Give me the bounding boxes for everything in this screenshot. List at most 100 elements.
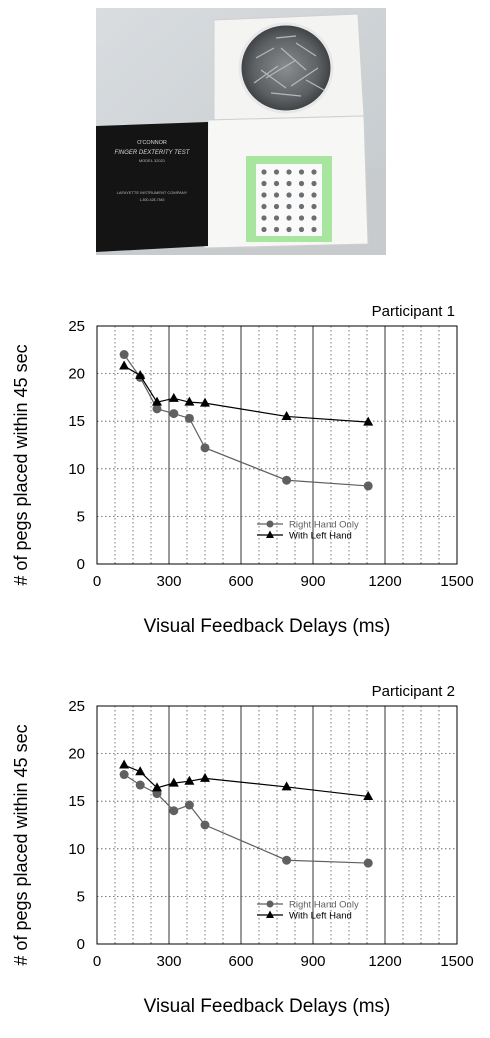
peg-hole [273, 226, 280, 233]
plot-frame [96, 325, 458, 565]
data-point-with-left-hand [135, 766, 146, 776]
y-tick-label: 25 [68, 698, 85, 715]
peg-hole [261, 203, 267, 210]
y-axis-label: # of pegs placed within 45 sec [11, 344, 31, 585]
data-point-with-left-hand [119, 759, 130, 769]
peg-hole [286, 215, 292, 221]
series-line-right-hand-only [123, 354, 369, 487]
data-point-with-left-hand [200, 772, 210, 782]
data-point-with-left-hand [184, 396, 195, 406]
box-model: MODEL 32021 [139, 158, 166, 163]
x-tick-label: 300 [156, 953, 181, 970]
series-line-right-hand-only [123, 774, 369, 864]
peg-hole [261, 226, 267, 233]
legend-label: Right Hand Only [289, 520, 359, 531]
x-tick-label: 900 [300, 953, 325, 970]
peg-hole [298, 192, 305, 198]
legend-marker-triangle [266, 530, 274, 538]
y-tick-label: 20 [68, 366, 85, 383]
x-tick-label: 1200 [368, 953, 401, 970]
chart-title: Participant 2 [372, 683, 455, 700]
data-point-right-hand-only [152, 404, 162, 414]
pegs [253, 35, 325, 97]
data-point-with-left-hand [152, 396, 162, 406]
x-tick-label: 0 [93, 573, 101, 590]
x-tick-label: 0 [93, 953, 101, 970]
y-tick-label: 20 [68, 746, 85, 763]
peg-hole [286, 226, 292, 233]
data-point-right-hand-only [119, 350, 129, 360]
data-point-right-hand-only [184, 413, 194, 423]
peg-hole [286, 203, 292, 210]
peg-hole [286, 180, 292, 187]
legend-marker-circle [266, 520, 274, 528]
data-point-with-left-hand [168, 777, 179, 787]
peg-hole [298, 203, 305, 210]
peg-hole [273, 169, 280, 175]
x-axis-label: Visual Feedback Delays (ms) [144, 996, 391, 1017]
x-tick-label: 1500 [440, 953, 473, 970]
data-point-right-hand-only [200, 443, 210, 453]
y-tick-label: 5 [77, 888, 85, 905]
peg-dish [238, 22, 334, 114]
x-tick-label: 600 [228, 953, 253, 970]
peg-hole [261, 215, 267, 221]
peg-hole [298, 169, 305, 175]
data-point-right-hand-only [363, 858, 373, 868]
chart-participant-1: 0 300 600 900 1200 1500 0 5 10 15 20 25 Participant … [11, 303, 474, 637]
instruction-box [96, 122, 208, 252]
x-tick-label: 1200 [368, 573, 401, 590]
peg-hole [273, 180, 280, 187]
y-tick-label: 10 [68, 461, 85, 478]
peg-hole [261, 169, 267, 175]
data-point-right-hand-only [184, 800, 194, 810]
peg-hole [298, 180, 305, 187]
data-point-right-hand-only [119, 770, 129, 780]
x-tick-label: 600 [228, 573, 253, 590]
data-point-with-left-hand [119, 360, 130, 370]
y-tick-label: 15 [68, 413, 85, 430]
legend-marker-circle [266, 900, 274, 908]
legend-marker-triangle [266, 910, 274, 918]
y-tick-label: 10 [68, 841, 85, 858]
box-title: O'CONNOR [137, 140, 167, 146]
box-maker: LAFAYETTE INSTRUMENT COMPANY [117, 190, 188, 195]
box-phone: 1-800-428-7545 [140, 198, 165, 202]
peg-hole [311, 215, 317, 221]
peg-hole [261, 180, 267, 187]
peg-hole [273, 203, 280, 210]
legend-label: With Left Hand [289, 531, 352, 542]
peg-hole [311, 192, 317, 198]
x-tick-label: 1500 [440, 573, 473, 590]
peg-hole [311, 203, 317, 210]
x-tick-label: 900 [300, 573, 325, 590]
peg-hole [273, 215, 280, 221]
data-point-with-left-hand [363, 416, 374, 426]
data-point-right-hand-only [135, 780, 145, 790]
peg-plate [256, 164, 322, 236]
data-point-with-left-hand [184, 775, 195, 785]
data-point-right-hand-only [169, 806, 179, 816]
data-point-right-hand-only [282, 855, 292, 865]
peg-hole [311, 226, 317, 233]
peg-hole [286, 192, 292, 198]
y-tick-label: 5 [77, 508, 85, 525]
peg-hole [298, 215, 305, 221]
chart-participant-2: 0 300 600 900 1200 1500 0 5 10 15 20 25 Participant … [11, 683, 474, 1017]
x-axis-label: Visual Feedback Delays (ms) [144, 616, 391, 637]
peg-hole [298, 226, 305, 233]
data-point-with-left-hand [135, 370, 146, 380]
data-point-with-left-hand [168, 392, 179, 402]
data-point-right-hand-only [282, 475, 292, 485]
peg-hole [311, 169, 317, 175]
y-tick-label: 25 [68, 318, 85, 335]
data-point-right-hand-only [200, 820, 210, 830]
data-point-with-left-hand [363, 790, 374, 800]
peg-hole [273, 192, 280, 198]
plot-frame [96, 705, 458, 945]
data-point-with-left-hand [281, 781, 292, 791]
peg-hole [286, 169, 292, 175]
legend-label: With Left Hand [289, 911, 352, 922]
y-tick-label: 0 [77, 556, 85, 573]
chart-title: Participant 1 [372, 303, 455, 320]
